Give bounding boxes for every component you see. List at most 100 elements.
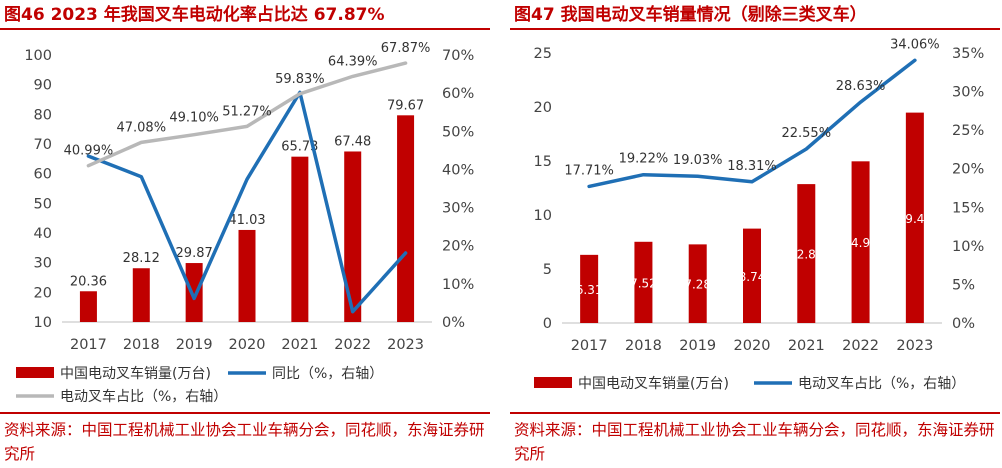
chart1-category-label: 2022 (842, 338, 879, 354)
chart0-bar-data-label: 65.73 (281, 140, 318, 155)
chart1-right-tick-label: 25% (952, 123, 984, 139)
chart0-bar-data-label: 41.03 (228, 213, 265, 228)
chart0-bar (344, 151, 362, 322)
chart0-bar (397, 115, 415, 322)
chart0-legend-swatch-bar (16, 367, 54, 378)
chart1-category-label: 2023 (896, 338, 933, 354)
chart0-line-data-label: 64.39% (328, 54, 378, 69)
figure-47-bottom-rule (510, 412, 1000, 414)
chart1-bar (905, 112, 924, 323)
figure-46-top-rule (0, 28, 490, 30)
chart0-line-data-label: 59.83% (275, 72, 325, 87)
chart0-right-tick-label: 70% (442, 48, 474, 64)
chart0-right-tick-label: 0% (442, 315, 465, 331)
chart1-legend-label: 电动叉车占比（%，右轴） (798, 375, 965, 392)
figure-46-bottom-rule (0, 412, 490, 414)
chart0-bar-data-label: 29.87 (176, 246, 213, 261)
chart0-series-line (86, 61, 408, 168)
chart0-legend-label: 同比（%，右轴） (272, 366, 383, 382)
figure-47-chart: 0 5 10 15 20 25 0% 5% 10% 15% 20% 25% 30% 35% 2017 2018… (534, 37, 985, 392)
chart0-category-label: 2022 (334, 337, 371, 353)
chart1-right-tick-label: 5% (952, 277, 975, 293)
figure-47-source: 资料来源：中国工程机械工业协会工业车辆分会，同花顺，东海证券研究所 (514, 421, 995, 463)
chart0-line-data-label: 40.99% (64, 144, 114, 159)
chart0-bar (238, 229, 256, 322)
chart1-legend-swatch-bar (534, 377, 572, 388)
chart1-line-data-label: 22.55% (781, 126, 831, 141)
chart0-series-line (86, 90, 408, 314)
chart0-category-label: 2018 (123, 337, 160, 353)
chart1-category-label: 2021 (788, 338, 825, 354)
chart0-left-tick-label: 30 (34, 256, 52, 272)
chart0-right-tick-label: 10% (442, 277, 474, 293)
figure-46-source: 资料来源：中国工程机械工业协会工业车辆分会，同花顺，东海证券研究所 (4, 421, 485, 463)
chart1-line-data-label: 17.71% (564, 163, 614, 178)
chart1-bar-data-label: 12.86 (789, 248, 823, 262)
chart0-bar-data-label: 67.48 (334, 134, 371, 149)
chart1-bar-data-label: 8.74 (739, 270, 766, 284)
chart0-legend-label: 电动叉车占比（%，右轴） (60, 388, 227, 405)
chart0-left-tick-label: 10 (34, 315, 52, 331)
chart1-left-tick-label: 0 (543, 316, 552, 332)
chart1-bar-data-label: 19.48 (898, 212, 932, 226)
chart1-right-tick-label: 20% (952, 162, 984, 178)
chart0-left-tick-label: 70 (34, 137, 52, 153)
chart0-right-tick-label: 30% (442, 201, 474, 217)
figure-46-title: 图46 2023 年我国叉车电动化率占比达 67.87% (4, 5, 385, 25)
chart1-line-data-label: 34.06% (890, 37, 940, 52)
chart0-bar-data-label: 20.36 (70, 274, 107, 289)
chart0-left-tick-label: 40 (34, 226, 52, 242)
chart0-category-label: 2020 (229, 337, 266, 353)
chart0-category-label: 2021 (281, 337, 318, 353)
chart0-line-data-label: 51.27% (222, 104, 272, 119)
chart1-category-label: 2020 (734, 338, 771, 354)
chart0-bar (185, 263, 203, 322)
figure-46: 图46 2023 年我国叉车电动化率占比达 67.87% 10 20 30 40 50 6… (0, 0, 490, 468)
chart0-left-tick-label: 50 (34, 196, 52, 212)
chart1-left-tick-label: 20 (534, 100, 552, 116)
chart1-right-tick-label: 15% (952, 200, 984, 216)
chart0-left-tick-label: 100 (24, 48, 52, 64)
chart1-bar-data-label: 7.28 (684, 278, 711, 292)
chart0-category-label: 2019 (176, 337, 213, 353)
chart0-bar-data-label: 79.67 (387, 98, 424, 113)
figure-46-chart: 10 20 30 40 50 60 70 80 90 100 0% 10% 20% 30% 40% 50% 60… (16, 41, 474, 405)
chart0-right-tick-label: 20% (442, 239, 474, 255)
chart0-left-tick-label: 60 (34, 167, 52, 183)
chart1-category-label: 2017 (571, 338, 608, 354)
figure-47-top-rule (510, 28, 1000, 30)
chart1-legend-label: 中国电动叉车销量(万台) (578, 375, 729, 392)
chart1-right-tick-label: 10% (952, 239, 984, 255)
chart0-bar (132, 268, 150, 322)
figure-47-title: 图47 我国电动叉车销量情况（剔除三类叉车） (514, 5, 867, 25)
chart0-left-tick-label: 20 (34, 285, 52, 301)
chart1-bar (797, 184, 816, 323)
chart1-bar-data-label: 6.31 (576, 283, 603, 297)
chart1-left-tick-label: 25 (534, 46, 552, 62)
chart0-line-data-label: 47.08% (116, 120, 166, 135)
chart0-category-label: 2017 (70, 337, 107, 353)
chart0-right-tick-label: 60% (442, 86, 474, 102)
chart1-category-label: 2018 (625, 338, 662, 354)
chart0-left-tick-label: 80 (34, 107, 52, 123)
chart1-category-label: 2019 (679, 338, 716, 354)
chart1-left-tick-label: 15 (534, 154, 552, 170)
chart1-line-data-label: 18.31% (727, 159, 777, 174)
chart1-bar (688, 244, 707, 323)
chart1-right-tick-label: 30% (952, 85, 984, 101)
chart0-left-tick-label: 90 (34, 78, 52, 94)
chart1-bar (851, 161, 870, 323)
chart0-line-data-label: 49.10% (169, 111, 219, 126)
chart1-bar-data-label: 7.52 (630, 276, 657, 290)
chart1-line-data-label: 19.22% (619, 152, 669, 167)
chart0-right-tick-label: 50% (442, 124, 474, 140)
chart0-bar-data-label: 28.12 (123, 251, 160, 266)
chart1-right-tick-label: 0% (952, 316, 975, 332)
chart0-category-label: 2023 (387, 337, 424, 353)
chart0-line-data-label: 67.87% (381, 41, 431, 56)
chart0-bar (79, 291, 97, 322)
chart1-line-data-label: 28.63% (836, 79, 886, 94)
chart1-left-tick-label: 5 (543, 262, 552, 278)
figure-47: 图47 我国电动叉车销量情况（剔除三类叉车） 0 5 10 15 20 25 0% 5% 10%… (510, 0, 1000, 468)
chart1-bar (634, 241, 653, 323)
